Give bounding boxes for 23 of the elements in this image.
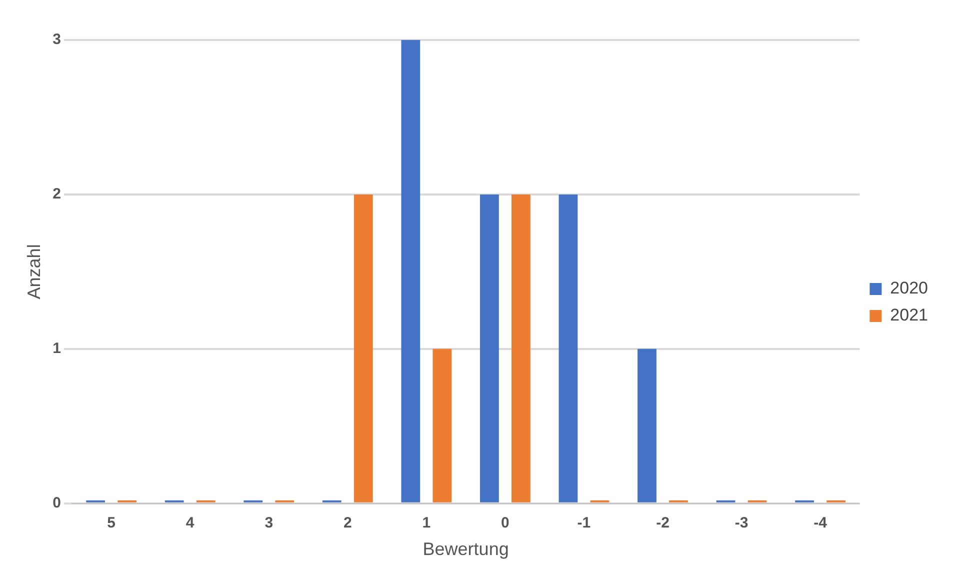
x-tick-label: -4 — [814, 514, 828, 532]
legend-label: 2021 — [890, 306, 928, 325]
bar — [512, 194, 530, 502]
bar — [401, 40, 420, 502]
x-tick-label: -2 — [656, 514, 670, 532]
x-tick-label: 4 — [186, 514, 195, 532]
bar — [354, 194, 373, 502]
y-tick-label: 0 — [52, 494, 61, 512]
x-tick-label: -1 — [577, 514, 591, 532]
y-tick-label: 3 — [52, 31, 61, 48]
y-axis-title: Anzahl — [24, 244, 44, 300]
x-tick-label: 3 — [264, 514, 274, 532]
x-axis-title: Bewertung — [422, 539, 509, 560]
y-tick-label: 1 — [52, 340, 61, 358]
x-tick-label: 5 — [107, 514, 116, 532]
bar — [480, 194, 499, 502]
x-tick-label: 1 — [422, 514, 431, 532]
bar — [558, 194, 578, 502]
x-tick-label: -3 — [734, 514, 748, 532]
x-tick-label: 0 — [501, 514, 510, 532]
legend-label: 2020 — [890, 278, 928, 298]
x-tick-label: 2 — [343, 514, 352, 532]
y-tick-label: 2 — [52, 186, 61, 203]
